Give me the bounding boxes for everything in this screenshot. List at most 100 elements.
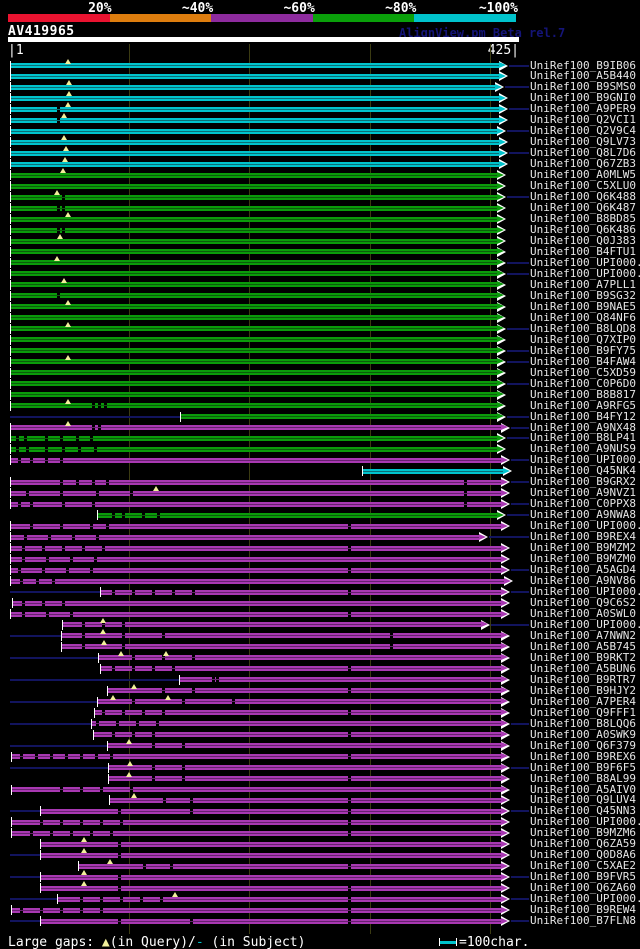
alignment-bar[interactable] bbox=[11, 304, 497, 310]
alignment-bar[interactable] bbox=[108, 688, 501, 694]
alignment-bar[interactable] bbox=[11, 106, 499, 112]
hit-label[interactable]: UniRef100_B8LQQ6 bbox=[530, 716, 636, 730]
alignment-bar[interactable] bbox=[11, 139, 499, 145]
hit-label[interactable]: UniRef100_A0SWK9 bbox=[530, 727, 636, 741]
hit-label[interactable]: UniRef100_C5XAE2 bbox=[530, 859, 636, 873]
alignment-bar[interactable] bbox=[11, 293, 497, 299]
hit-label[interactable]: UniRef100_B9HJY2 bbox=[530, 683, 636, 697]
hit-label[interactable]: UniRef100_B8AL99 bbox=[530, 771, 636, 785]
hit-label[interactable]: UniRef100_UPI000.. bbox=[530, 892, 640, 906]
alignment-bar[interactable] bbox=[58, 896, 501, 902]
hit-label[interactable]: UniRef100_Q0J383 bbox=[530, 234, 636, 248]
hit-label[interactable]: UniRef100_C5XLU0 bbox=[530, 179, 636, 193]
hit-label[interactable]: UniRef100_Q9FFF1 bbox=[530, 705, 636, 719]
alignment-bar[interactable] bbox=[11, 479, 501, 485]
hit-label[interactable]: UniRef100_Q6ZA60 bbox=[530, 881, 636, 895]
alignment-bar[interactable] bbox=[95, 710, 501, 716]
hit-label[interactable]: UniRef100_Q2VCI1 bbox=[530, 113, 636, 127]
hit-label[interactable]: UniRef100_A9RFG5 bbox=[530, 398, 636, 412]
hit-label[interactable]: UniRef100_B8BD85 bbox=[530, 212, 636, 226]
hit-label[interactable]: UniRef100_A7NWN2 bbox=[530, 628, 636, 642]
hit-label[interactable]: UniRef100_Q6F379 bbox=[530, 738, 636, 752]
alignment-bar[interactable] bbox=[11, 172, 497, 178]
hit-label[interactable]: UniRef100_A9NWA8 bbox=[530, 508, 636, 522]
alignment-bar[interactable] bbox=[12, 754, 501, 760]
alignment-bar[interactable] bbox=[41, 808, 501, 814]
alignment-bar[interactable] bbox=[11, 249, 497, 255]
alignment-bar[interactable] bbox=[11, 435, 497, 441]
alignment-bar[interactable] bbox=[109, 776, 501, 782]
alignment-bar[interactable] bbox=[101, 589, 501, 595]
alignment-bar[interactable] bbox=[11, 315, 497, 321]
hit-label[interactable]: UniRef100_B9MZM6 bbox=[530, 826, 636, 840]
hit-label[interactable]: UniRef100_B9NAE5 bbox=[530, 299, 636, 313]
alignment-bar[interactable] bbox=[11, 73, 499, 79]
alignment-bar[interactable] bbox=[94, 732, 501, 738]
hit-label[interactable]: UniRef100_Q6K487 bbox=[530, 201, 636, 215]
hit-label[interactable]: UniRef100_UPI000.. bbox=[530, 255, 640, 269]
alignment-bar[interactable] bbox=[11, 205, 497, 211]
alignment-bar[interactable] bbox=[12, 907, 501, 913]
alignment-bar[interactable] bbox=[11, 501, 501, 507]
alignment-bar[interactable] bbox=[11, 238, 497, 244]
alignment-bar[interactable] bbox=[11, 425, 501, 430]
hit-label[interactable]: UniRef100_UPI000.. bbox=[530, 585, 640, 599]
alignment-bar[interactable] bbox=[12, 819, 501, 825]
alignment-bar[interactable] bbox=[11, 95, 499, 101]
alignment-bar[interactable] bbox=[11, 326, 497, 332]
alignment-bar[interactable] bbox=[11, 183, 497, 189]
alignment-bar[interactable] bbox=[11, 161, 499, 167]
alignment-bar[interactable] bbox=[11, 348, 497, 354]
alignment-bar[interactable] bbox=[11, 446, 497, 452]
alignment-bar[interactable] bbox=[11, 117, 499, 123]
hit-label[interactable]: UniRef100_A0SWL0 bbox=[530, 607, 636, 620]
hit-label[interactable]: UniRef100_B8LQD8 bbox=[530, 321, 636, 335]
hit-label[interactable]: UniRef100_Q7XIP0 bbox=[530, 332, 636, 346]
hit-label[interactable]: UniRef100_B4FAW4 bbox=[530, 354, 636, 368]
hit-label[interactable]: UniRef100_UPI000.. bbox=[530, 519, 640, 533]
alignment-bar[interactable] bbox=[92, 721, 501, 727]
hit-label[interactable]: UniRef100_A9PER9 bbox=[530, 102, 636, 116]
hit-label[interactable]: UniRef100_B4FY12 bbox=[530, 409, 636, 423]
alignment-bar[interactable] bbox=[11, 556, 501, 562]
hit-label[interactable]: UniRef100_UPI000.. bbox=[530, 453, 640, 467]
hit-label[interactable]: UniRef100_A5BUN6 bbox=[530, 661, 636, 675]
alignment-bar[interactable] bbox=[41, 852, 501, 858]
hit-label[interactable]: UniRef100_B8LP41 bbox=[530, 431, 636, 445]
alignment-bar[interactable] bbox=[11, 150, 499, 156]
hit-label[interactable]: UniRef100_B9REX6 bbox=[530, 749, 636, 763]
hit-label[interactable]: UniRef100_B9RTR7 bbox=[530, 672, 636, 686]
hit-label[interactable]: UniRef100_A5AIV0 bbox=[530, 782, 636, 796]
hit-label[interactable]: UniRef100_A9NUS9 bbox=[530, 442, 636, 456]
hit-label[interactable]: UniRef100_B7FLN8 bbox=[530, 914, 636, 928]
alignment-bar[interactable] bbox=[63, 622, 481, 628]
hit-label[interactable]: UniRef100_Q67ZB3 bbox=[530, 157, 636, 171]
alignment-bar[interactable] bbox=[62, 644, 501, 650]
alignment-bar[interactable] bbox=[11, 381, 497, 387]
alignment-bar[interactable] bbox=[11, 128, 497, 134]
hit-label[interactable]: UniRef100_B9RKT2 bbox=[530, 650, 636, 664]
hit-label[interactable]: UniRef100_A9NVZ1 bbox=[530, 486, 636, 500]
alignment-bar[interactable] bbox=[11, 392, 497, 398]
alignment-bar[interactable] bbox=[11, 523, 501, 529]
hit-label[interactable]: UniRef100_B9FVR5 bbox=[530, 870, 636, 884]
hit-label[interactable]: UniRef100_A5B745 bbox=[530, 639, 636, 653]
hit-label[interactable]: UniRef100_B9MZM0 bbox=[530, 552, 636, 566]
alignment-bar[interactable] bbox=[11, 282, 497, 288]
hit-label[interactable]: UniRef100_B9REW4 bbox=[530, 903, 636, 917]
hit-label[interactable]: UniRef100_Q6ZA59 bbox=[530, 837, 636, 851]
hit-label[interactable]: UniRef100_B4FTU1 bbox=[530, 244, 636, 258]
hit-label[interactable]: UniRef100_C5XD59 bbox=[530, 365, 636, 379]
alignment-bar[interactable] bbox=[79, 863, 501, 869]
hit-label[interactable]: UniRef100_Q0D8A6 bbox=[530, 848, 636, 862]
hit-label[interactable]: UniRef100_B9IB06 bbox=[530, 58, 636, 72]
alignment-bar[interactable] bbox=[11, 63, 499, 68]
hit-label[interactable]: UniRef100_C0PPX8 bbox=[530, 497, 636, 511]
alignment-bar[interactable] bbox=[109, 765, 501, 771]
alignment-bar[interactable] bbox=[41, 918, 501, 924]
alignment-bar[interactable] bbox=[11, 490, 501, 496]
alignment-bar[interactable] bbox=[11, 271, 497, 277]
hit-label[interactable]: UniRef100_A0MLW5 bbox=[530, 168, 636, 182]
hit-label[interactable]: UniRef100_A7PER4 bbox=[530, 694, 636, 708]
alignment-bar[interactable] bbox=[11, 370, 497, 376]
